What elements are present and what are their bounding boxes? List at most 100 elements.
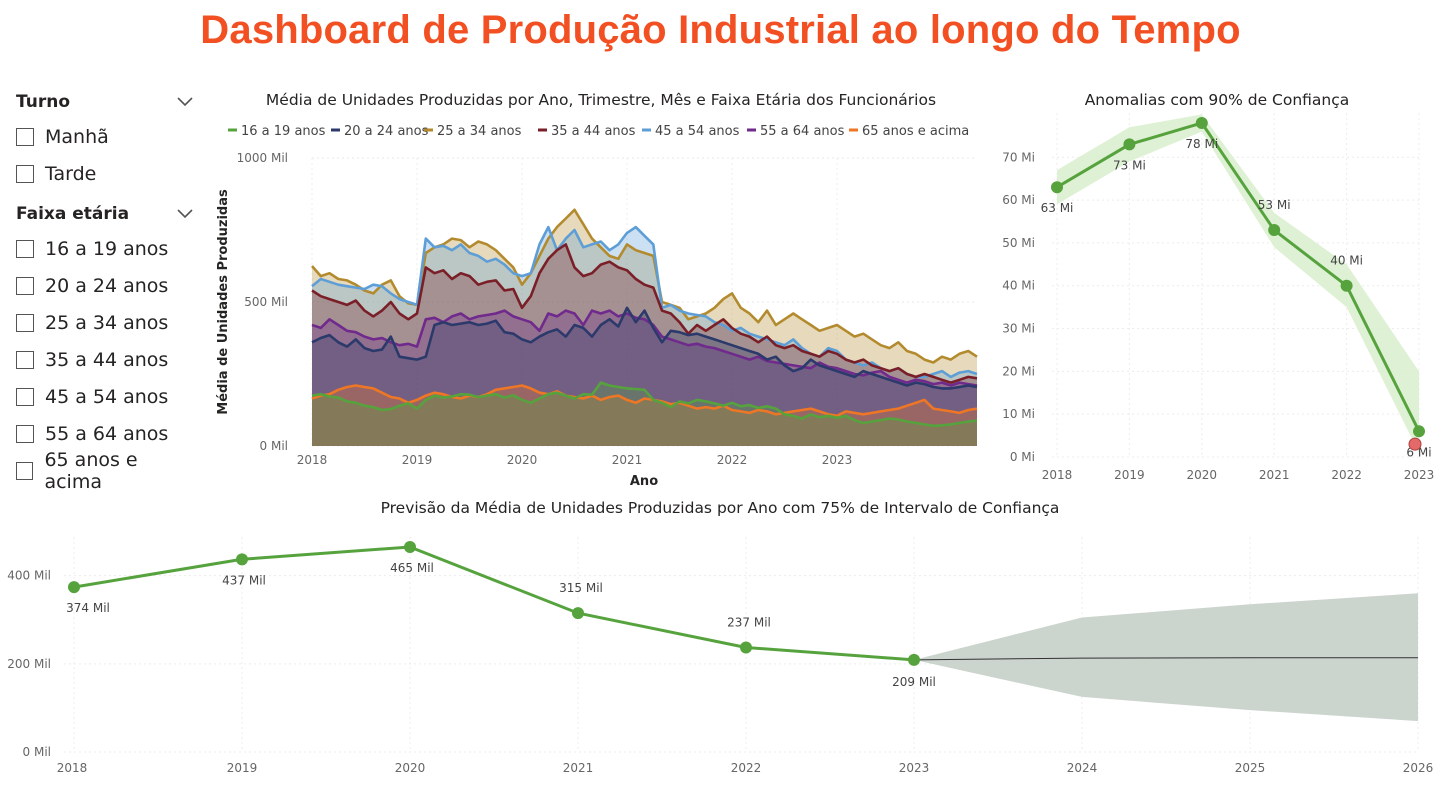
slicer-header[interactable]: Faixa etária [16,204,196,230]
legend-label: 20 a 24 anos [344,124,429,139]
area-fill [312,307,977,446]
x-tick-label: 2019 [227,761,258,775]
checkbox[interactable] [16,127,34,146]
area-fill [312,310,977,446]
data-point [68,581,80,594]
checkbox[interactable] [16,424,34,443]
data-label: 237 Mil [727,616,771,630]
page-title: Dashboard de Produção Industrial ao long… [200,8,1241,52]
legend-label: 55 a 64 anos [760,124,845,139]
x-tick-label: 2019 [402,453,433,467]
y-tick-label: 0 Mi [1010,450,1035,464]
checkbox[interactable] [16,313,34,332]
x-tick-label: 2025 [1235,761,1266,775]
series-line [73,545,915,662]
y-tick-label: 0 Mil [260,439,288,453]
slicer-item-label: Tarde [45,162,97,185]
y-tick-label: 1000 Mil [237,151,288,165]
checkbox[interactable] [16,276,34,295]
slicer-item-65-plus[interactable]: 65 anos e acima [16,449,196,493]
legend-label: 65 anos e acima [862,124,969,139]
x-tick-label: 2024 [1067,761,1098,775]
y-tick-label: 60 Mi [1002,193,1035,207]
x-tick-label: 2020 [507,453,538,467]
x-tick-label: 2022 [1331,468,1362,482]
y-tick-label: 0 Mil [23,745,51,759]
y-tick-label: 40 Mi [1002,279,1035,293]
slicer-item-35-44[interactable]: 35 a 44 anos [16,341,196,378]
data-point [572,607,584,620]
forecast-chart[interactable]: Previsão da Média de Unidades Produzidas… [0,492,1441,785]
slicer-item-tarde[interactable]: Tarde [16,155,196,192]
x-tick-label: 2021 [612,453,643,467]
data-label: 374 Mil [66,601,110,615]
confidence-band [914,593,1418,722]
data-point [236,553,248,566]
expected-range-band [1057,114,1419,453]
data-label: 209 Mil [892,675,936,689]
anomaly-marker [1408,437,1422,451]
data-label: 315 Mil [559,581,603,595]
slicer-item-label: 65 anos e acima [44,448,138,493]
data-point [1123,138,1136,151]
area-chart[interactable]: Média de Unidades Produzidas por Ano, Tr… [200,82,990,492]
slicer-item-label: 25 a 34 anos [45,311,169,334]
y-axis-label: Média de Unidades Produzidas [216,189,231,415]
x-tick-label: 2021 [563,761,594,775]
x-tick-label: 2018 [297,453,328,467]
data-label: 53 Mi [1258,198,1291,212]
y-tick-label: 50 Mi [1002,236,1035,250]
slicer-item-manha[interactable]: Manhã [16,118,196,155]
slicer-item-25-34[interactable]: 25 a 34 anos [16,304,196,341]
slicer-header[interactable]: Turno [16,92,196,118]
data-point [1268,224,1281,237]
area-fill [312,382,977,446]
legend-label: 25 a 34 anos [437,124,522,139]
area-fill [312,227,977,446]
x-axis-label: Ano [630,474,658,489]
x-tick-label: 2019 [1114,468,1145,482]
checkbox[interactable] [16,164,34,183]
checkbox[interactable] [16,387,34,406]
slicer-item-20-24[interactable]: 20 a 24 anos [16,267,196,304]
y-tick-label: 500 Mil [244,295,288,309]
x-tick-label: 2021 [1259,468,1290,482]
slicer-item-label: 16 a 19 anos [45,237,169,260]
forecast-line [913,657,1418,661]
slicer-item-55-64[interactable]: 55 a 64 anos [16,415,196,452]
series-line [311,243,978,384]
data-label: 437 Mil [222,573,266,587]
legend-label: 16 a 19 anos [241,124,326,139]
slicer-item-label: 20 a 24 anos [45,274,169,297]
series-line [311,309,978,387]
chevron-down-icon[interactable] [176,94,194,108]
series-line [311,306,978,390]
x-tick-label: 2020 [1187,468,1218,482]
slicer-item-label: 35 a 44 anos [45,348,169,371]
slicer-item-45-54[interactable]: 45 a 54 anos [16,378,196,415]
y-tick-label: 10 Mi [1002,407,1035,421]
data-point [1340,279,1353,292]
y-tick-label: 400 Mil [7,569,51,583]
checkbox[interactable] [16,239,34,258]
x-tick-label: 2020 [395,761,426,775]
x-tick-label: 2022 [717,453,748,467]
data-point [740,641,752,654]
data-point [404,541,416,553]
series-line [311,381,978,428]
data-label: 78 Mi [1185,137,1218,151]
x-tick-label: 2022 [731,761,762,775]
data-point [1195,117,1208,129]
slicer-turno: Turno Manhã Tarde [16,92,196,192]
data-label: 465 Mil [390,561,434,575]
y-tick-label: 20 Mi [1002,364,1035,378]
checkbox[interactable] [16,350,34,369]
x-tick-label: 2018 [1042,468,1073,482]
anomaly-chart[interactable]: Anomalias com 90% de Confiança 0 Mi 10 Mi 2… [995,82,1441,492]
slicer-item-label: Manhã [45,125,109,148]
slicer-item-16-19[interactable]: 16 a 19 anos [16,230,196,267]
checkbox[interactable] [16,461,34,480]
chevron-down-icon[interactable] [176,206,194,220]
chart-title: Anomalias com 90% de Confiança [1085,91,1350,109]
x-tick-label: 2023 [899,761,930,775]
